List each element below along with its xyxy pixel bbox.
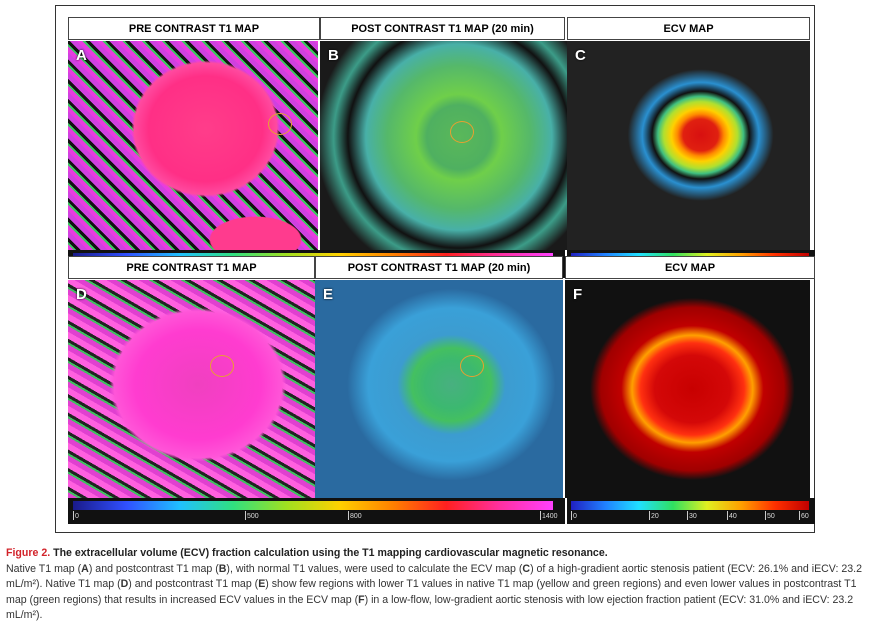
caption-text: ) and postcontrast T1 map ( bbox=[128, 578, 259, 590]
roi-circle bbox=[460, 355, 484, 377]
caption-label: Figure 2. bbox=[6, 547, 51, 559]
caption-text: Native T1 map ( bbox=[6, 562, 82, 575]
panel-ref: E bbox=[258, 578, 266, 590]
panel-header: POST CONTRAST T1 MAP (20 min) bbox=[315, 256, 563, 279]
map-image: E bbox=[315, 280, 563, 498]
ecv-tick-label: 40 bbox=[727, 511, 737, 520]
caption-title: The extracellular volume (ECV) fraction … bbox=[50, 547, 608, 559]
caption-text: ) of a high-gradient aortic stenosis pat… bbox=[6, 562, 862, 591]
caption-text: ) and postcontrast T1 map ( bbox=[88, 562, 219, 575]
caption-text: ) in a low-flow, low-gradient aortic ste… bbox=[6, 593, 854, 622]
panel-ref: A bbox=[81, 562, 89, 575]
ecv-tick-label: 60 bbox=[799, 511, 809, 520]
ecv-tick-label: 50 bbox=[765, 511, 775, 520]
panel-header: POST CONTRAST T1 MAP (20 min) bbox=[320, 17, 565, 40]
colorbar-gradient bbox=[571, 501, 809, 510]
panel-header: PRE CONTRAST T1 MAP bbox=[68, 256, 315, 279]
panel-letter: A bbox=[76, 47, 87, 64]
ecv-colorbar: 0 20 30 40 50 60 bbox=[567, 498, 815, 524]
t1-colorbar: 0 500 800 1400 bbox=[68, 498, 565, 524]
colorbar-gradient bbox=[73, 501, 553, 510]
ecv-tick-label: 20 bbox=[649, 511, 659, 520]
ecv-tick-label: 0 bbox=[571, 511, 577, 520]
ecv-tick-label: 30 bbox=[687, 511, 697, 520]
panel-ref: F bbox=[358, 593, 365, 606]
map-image: B bbox=[320, 41, 568, 250]
panel-letter: D bbox=[76, 286, 87, 303]
panel-header: ECV MAP bbox=[567, 17, 810, 40]
t1-tick-label: 500 bbox=[245, 511, 259, 520]
panel-ref: B bbox=[218, 562, 227, 575]
map-image: A bbox=[68, 41, 318, 250]
t1-tick-label: 0 bbox=[73, 511, 79, 520]
panel-letter: E bbox=[323, 286, 334, 303]
roi-circle bbox=[450, 121, 474, 143]
panel-letter: F bbox=[573, 286, 583, 303]
caption-text: ) show few regions with lower T1 values … bbox=[6, 578, 857, 606]
map-image: C bbox=[567, 41, 810, 250]
t1-tick-label: 800 bbox=[348, 511, 362, 520]
map-image: D bbox=[68, 280, 318, 498]
caption: Figure 2. The extracellular volume (ECV)… bbox=[6, 546, 876, 624]
panel-header: ECV MAP bbox=[565, 256, 815, 279]
roi-circle bbox=[210, 355, 234, 377]
panel-letter: C bbox=[575, 47, 586, 64]
roi-circle bbox=[268, 113, 292, 135]
caption-body: Native T1 map (A) and postcontrast T1 ma… bbox=[6, 563, 862, 622]
map-image: F bbox=[565, 280, 810, 498]
panel-header: PRE CONTRAST T1 MAP bbox=[68, 17, 320, 40]
caption-text: ), with normal T1 values, were used to c… bbox=[226, 562, 523, 575]
t1-tick-label: 1400 bbox=[540, 511, 558, 520]
panel-ref: C bbox=[522, 562, 531, 575]
panel-ref: D bbox=[120, 578, 129, 590]
panel-letter: B bbox=[328, 47, 339, 64]
